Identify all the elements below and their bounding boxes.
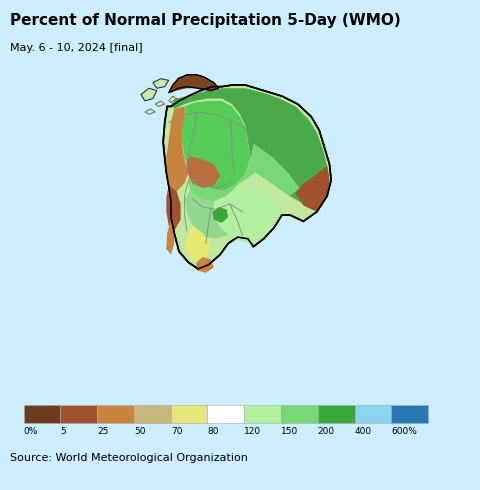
Polygon shape <box>167 186 180 231</box>
Bar <box>318 405 355 423</box>
Bar <box>207 405 244 423</box>
Polygon shape <box>187 156 220 188</box>
Polygon shape <box>168 75 218 93</box>
Text: 25: 25 <box>97 427 108 436</box>
Text: Source: World Meteorological Organization: Source: World Meteorological Organizatio… <box>10 453 247 463</box>
Text: 50: 50 <box>134 427 145 436</box>
Bar <box>355 405 391 423</box>
Text: 5: 5 <box>60 427 66 436</box>
Polygon shape <box>182 101 250 191</box>
Polygon shape <box>168 75 218 93</box>
Polygon shape <box>167 106 189 191</box>
Text: 600%: 600% <box>391 427 417 436</box>
Polygon shape <box>184 191 244 239</box>
Bar <box>97 405 134 423</box>
Polygon shape <box>167 220 174 255</box>
Text: 70: 70 <box>171 427 182 436</box>
Bar <box>281 405 318 423</box>
Polygon shape <box>214 183 282 244</box>
Polygon shape <box>184 225 211 261</box>
Polygon shape <box>196 257 214 273</box>
Bar <box>391 405 428 423</box>
Text: May. 6 - 10, 2024 [final]: May. 6 - 10, 2024 [final] <box>10 43 142 53</box>
Polygon shape <box>163 85 331 269</box>
Polygon shape <box>168 96 177 102</box>
Polygon shape <box>145 109 155 114</box>
Text: 80: 80 <box>207 427 219 436</box>
Polygon shape <box>296 166 329 212</box>
Text: 120: 120 <box>244 427 262 436</box>
Polygon shape <box>171 88 329 212</box>
Polygon shape <box>189 144 300 201</box>
Polygon shape <box>155 101 165 106</box>
Bar <box>244 405 281 423</box>
Polygon shape <box>153 79 168 88</box>
Bar <box>171 405 207 423</box>
Bar <box>24 405 60 423</box>
Polygon shape <box>212 207 228 223</box>
Text: 200: 200 <box>318 427 335 436</box>
Text: 150: 150 <box>281 427 298 436</box>
Bar <box>60 405 97 423</box>
Text: 0%: 0% <box>24 427 38 436</box>
Text: 400: 400 <box>355 427 372 436</box>
Bar <box>134 405 171 423</box>
Text: Percent of Normal Precipitation 5-Day (WMO): Percent of Normal Precipitation 5-Day (W… <box>10 13 400 27</box>
Polygon shape <box>141 88 157 101</box>
